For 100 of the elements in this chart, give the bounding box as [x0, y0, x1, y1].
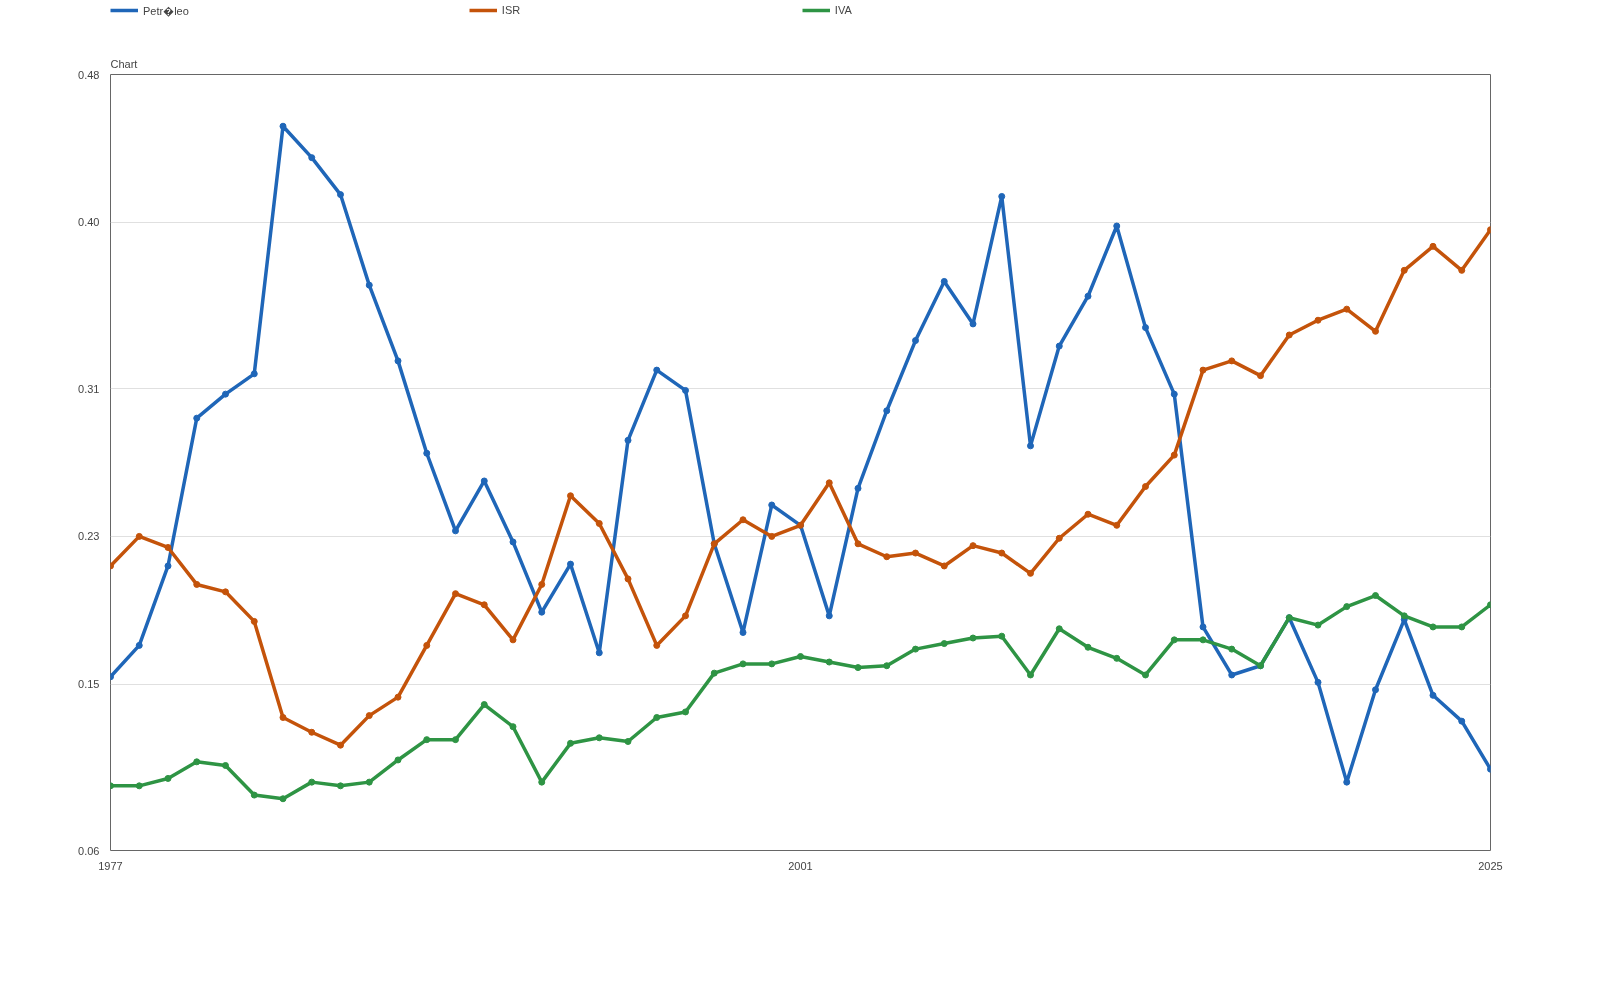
point — [1170, 636, 1178, 644]
point — [1170, 390, 1178, 398]
point — [135, 641, 143, 649]
point — [1027, 569, 1034, 577]
point — [682, 386, 689, 394]
point — [1343, 603, 1351, 611]
point — [1314, 621, 1322, 629]
point — [768, 501, 776, 509]
point — [193, 580, 201, 588]
point — [739, 660, 747, 668]
point — [423, 641, 431, 649]
point — [595, 519, 603, 527]
point — [1027, 671, 1034, 679]
x-tick-label: 2025 — [1478, 859, 1503, 872]
point — [337, 191, 344, 199]
point — [1113, 654, 1121, 662]
point — [1199, 636, 1207, 644]
point — [1199, 623, 1207, 631]
chart-title: Chart — [110, 57, 138, 70]
point — [969, 634, 977, 642]
x-tick-label: 2001 — [788, 859, 813, 872]
point — [337, 782, 344, 790]
point — [135, 532, 143, 540]
point — [538, 778, 546, 786]
point — [365, 778, 373, 786]
point — [825, 658, 833, 666]
point — [164, 562, 172, 570]
point — [250, 791, 258, 799]
point — [423, 449, 431, 457]
point — [193, 414, 201, 422]
point — [1343, 778, 1351, 786]
point — [480, 701, 488, 709]
point — [1170, 451, 1178, 459]
point — [682, 612, 689, 620]
point — [222, 762, 229, 769]
point — [940, 562, 948, 570]
point — [1314, 316, 1322, 324]
point — [1372, 592, 1379, 600]
y-tick-label: 0.23 — [78, 530, 100, 543]
y-tick-label: 0.48 — [78, 68, 100, 81]
y-tick-label: 0.06 — [78, 844, 100, 857]
point — [452, 736, 459, 744]
point — [394, 693, 402, 701]
point — [1055, 342, 1063, 350]
point — [279, 122, 287, 130]
point — [164, 774, 172, 782]
point — [1343, 305, 1351, 313]
point — [883, 407, 891, 415]
point — [509, 723, 517, 731]
point — [1400, 612, 1408, 620]
point — [1429, 242, 1437, 250]
point — [480, 601, 488, 609]
point — [1113, 222, 1121, 230]
point — [653, 366, 661, 374]
point — [912, 549, 919, 557]
point — [567, 560, 574, 568]
point — [797, 653, 804, 660]
point — [768, 532, 776, 540]
point — [1228, 671, 1236, 679]
point — [509, 636, 517, 644]
point — [1142, 671, 1149, 679]
point — [854, 664, 862, 672]
point — [1285, 331, 1293, 339]
point — [998, 632, 1006, 640]
point — [998, 192, 1006, 200]
point — [538, 580, 546, 588]
point — [969, 320, 977, 328]
point — [739, 628, 747, 636]
point — [164, 544, 172, 551]
point — [308, 154, 316, 162]
point — [1372, 686, 1379, 694]
point — [1142, 483, 1149, 491]
point — [1199, 366, 1207, 374]
point — [193, 758, 201, 766]
point — [222, 390, 229, 398]
point — [653, 641, 661, 649]
point — [969, 542, 977, 550]
point — [250, 617, 258, 625]
point — [1228, 645, 1236, 653]
point — [394, 357, 402, 365]
point — [653, 713, 661, 721]
legend-label: IVA — [834, 4, 853, 16]
point — [1027, 442, 1034, 450]
point — [1113, 521, 1121, 529]
x-tick-label: 1977 — [98, 859, 123, 872]
point — [854, 540, 862, 548]
point — [1084, 292, 1092, 300]
point — [135, 782, 143, 790]
point — [595, 649, 603, 657]
legend-label: Petr�leo — [143, 3, 189, 18]
point — [854, 484, 862, 492]
point — [1257, 372, 1264, 380]
point — [825, 612, 833, 620]
point — [1429, 691, 1437, 699]
point — [940, 277, 948, 285]
point — [452, 527, 459, 535]
point — [682, 708, 689, 716]
point — [1055, 625, 1063, 633]
point — [739, 516, 747, 524]
point — [1084, 510, 1092, 518]
